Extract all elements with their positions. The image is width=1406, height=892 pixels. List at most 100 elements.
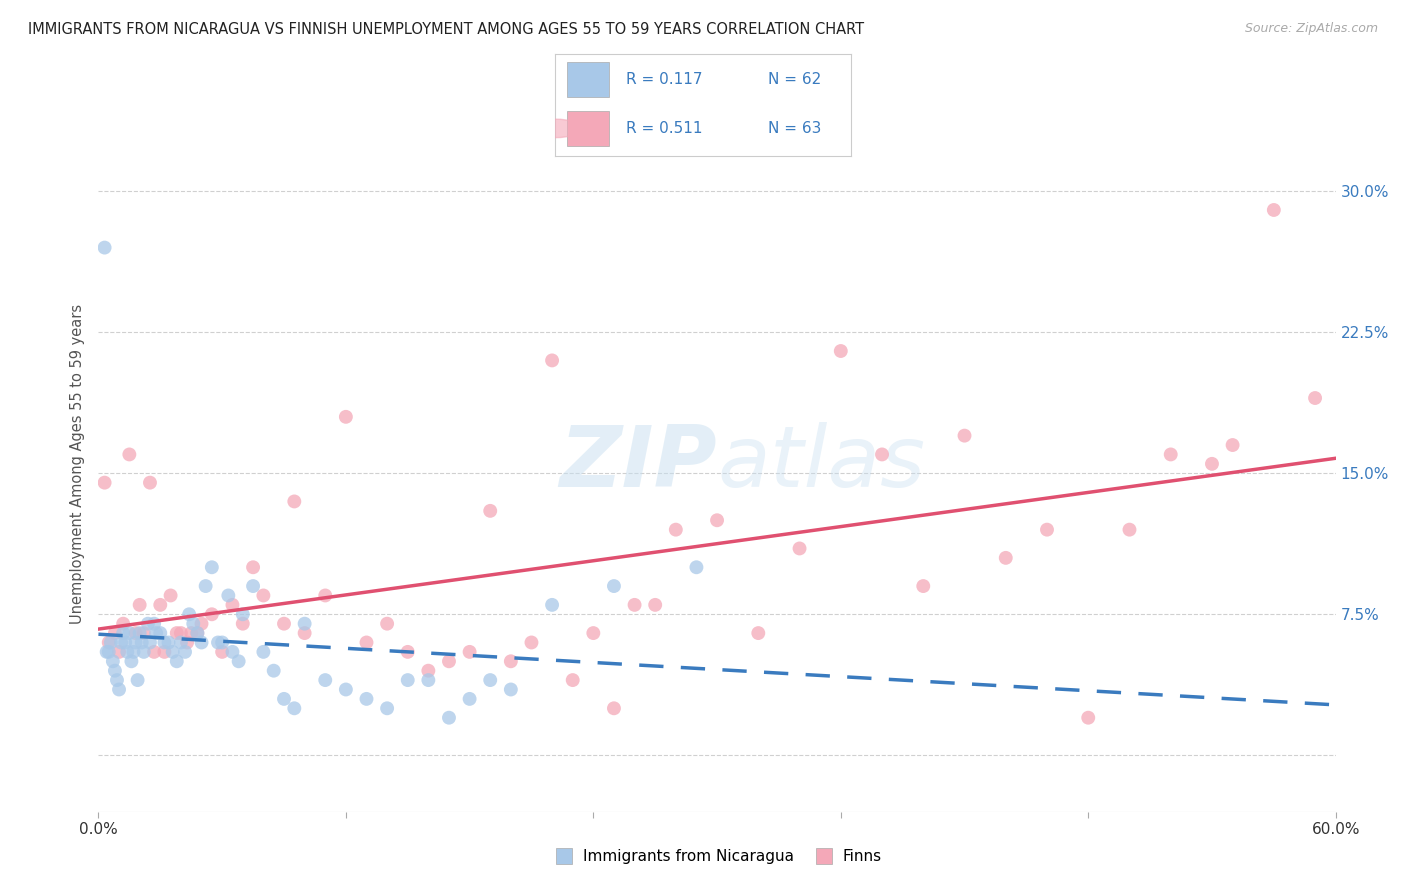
Point bbox=[124, 626, 146, 640]
Point bbox=[194, 579, 217, 593]
Point bbox=[166, 626, 188, 640]
Point bbox=[186, 626, 208, 640]
Point bbox=[294, 616, 316, 631]
Text: R = 0.117: R = 0.117 bbox=[626, 71, 703, 87]
Point bbox=[252, 589, 274, 603]
Point bbox=[396, 673, 419, 687]
Point bbox=[145, 626, 167, 640]
Point bbox=[108, 682, 131, 697]
Point bbox=[211, 645, 233, 659]
Point bbox=[314, 589, 336, 603]
Y-axis label: Unemployment Among Ages 55 to 59 years: Unemployment Among Ages 55 to 59 years bbox=[70, 304, 86, 624]
Text: IMMIGRANTS FROM NICARAGUA VS FINNISH UNEMPLOYMENT AMONG AGES 55 TO 59 YEARS CORR: IMMIGRANTS FROM NICARAGUA VS FINNISH UNE… bbox=[28, 22, 865, 37]
Point bbox=[335, 682, 357, 697]
Point bbox=[120, 654, 142, 668]
Point bbox=[139, 635, 162, 649]
Point bbox=[114, 635, 136, 649]
Point bbox=[108, 645, 131, 659]
Point bbox=[211, 635, 233, 649]
Point bbox=[132, 645, 155, 659]
Point bbox=[128, 626, 150, 640]
Point bbox=[179, 607, 201, 622]
Point bbox=[228, 654, 250, 668]
Point bbox=[97, 645, 120, 659]
Point bbox=[100, 635, 122, 649]
Text: atlas: atlas bbox=[717, 422, 925, 506]
Point bbox=[153, 635, 176, 649]
Point bbox=[603, 701, 626, 715]
Point bbox=[520, 635, 543, 649]
Point bbox=[139, 475, 162, 490]
Point bbox=[561, 673, 583, 687]
Point bbox=[118, 447, 141, 461]
Point bbox=[335, 409, 357, 424]
Text: N = 63: N = 63 bbox=[768, 121, 821, 136]
Point bbox=[136, 616, 159, 631]
Text: N = 62: N = 62 bbox=[768, 71, 821, 87]
Point bbox=[232, 616, 254, 631]
Point bbox=[153, 645, 176, 659]
Point bbox=[162, 645, 184, 659]
Point bbox=[101, 654, 124, 668]
Point bbox=[418, 673, 440, 687]
Point bbox=[541, 353, 564, 368]
Point bbox=[623, 598, 645, 612]
Point bbox=[541, 598, 564, 612]
Point bbox=[105, 673, 128, 687]
Point bbox=[458, 645, 481, 659]
Point bbox=[110, 635, 132, 649]
Point bbox=[157, 635, 180, 649]
Point bbox=[870, 447, 893, 461]
Point bbox=[149, 598, 172, 612]
Point bbox=[479, 504, 502, 518]
Point bbox=[479, 673, 502, 687]
Point bbox=[706, 513, 728, 527]
Point bbox=[112, 616, 135, 631]
Point bbox=[458, 692, 481, 706]
Point bbox=[953, 428, 976, 442]
Point bbox=[93, 241, 115, 255]
Point bbox=[242, 560, 264, 574]
Point bbox=[174, 645, 197, 659]
Text: Source: ZipAtlas.com: Source: ZipAtlas.com bbox=[1244, 22, 1378, 36]
Point bbox=[232, 607, 254, 622]
Point bbox=[1118, 523, 1140, 537]
Point bbox=[131, 635, 153, 649]
Point bbox=[582, 626, 605, 640]
Point bbox=[242, 579, 264, 593]
Point bbox=[128, 598, 150, 612]
Point bbox=[207, 635, 229, 649]
Point bbox=[273, 616, 295, 631]
Point bbox=[283, 701, 305, 715]
FancyBboxPatch shape bbox=[567, 111, 609, 145]
Point bbox=[127, 673, 149, 687]
Point bbox=[201, 560, 224, 574]
Point bbox=[176, 635, 198, 649]
Point bbox=[201, 607, 224, 622]
Point bbox=[93, 475, 115, 490]
Point bbox=[685, 560, 707, 574]
Point bbox=[252, 645, 274, 659]
Point bbox=[143, 645, 166, 659]
Point bbox=[170, 635, 193, 649]
Point bbox=[665, 523, 688, 537]
Point bbox=[186, 626, 208, 640]
Point bbox=[375, 701, 398, 715]
Point bbox=[1263, 202, 1285, 217]
Point bbox=[217, 589, 239, 603]
Point bbox=[747, 626, 769, 640]
Point bbox=[1303, 391, 1326, 405]
Point bbox=[221, 645, 243, 659]
Point bbox=[789, 541, 811, 556]
Point bbox=[644, 598, 666, 612]
Point bbox=[912, 579, 935, 593]
FancyBboxPatch shape bbox=[567, 62, 609, 96]
Text: R = 0.511: R = 0.511 bbox=[626, 121, 703, 136]
Point bbox=[149, 626, 172, 640]
Point bbox=[190, 616, 212, 631]
Point bbox=[221, 598, 243, 612]
Point bbox=[166, 654, 188, 668]
Legend: Immigrants from Nicaragua, Finns: Immigrants from Nicaragua, Finns bbox=[546, 843, 889, 871]
Point bbox=[499, 682, 522, 697]
Point bbox=[314, 673, 336, 687]
